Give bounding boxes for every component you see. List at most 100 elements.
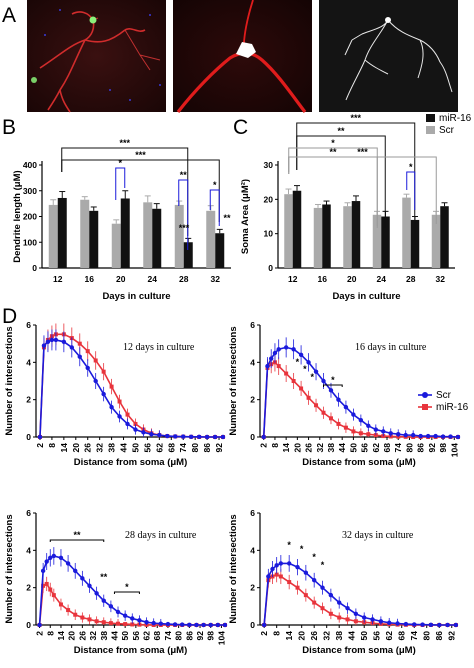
y-tick-label: 20 <box>264 194 274 204</box>
x-axis-title: Distance from soma (μM) <box>74 645 188 656</box>
data-point <box>286 561 292 566</box>
x-tick-label: 20 <box>347 274 357 284</box>
legend-marker <box>422 404 428 410</box>
x-tick-label: 74 <box>409 631 419 641</box>
data-point <box>313 369 319 374</box>
data-point <box>37 434 43 440</box>
y-tick-label: 0 <box>250 432 255 442</box>
significance-label: * <box>287 540 291 550</box>
data-point <box>44 581 49 586</box>
panel-label-b: B <box>2 116 16 139</box>
x-tick-label: 14 <box>56 631 66 641</box>
x-tick-label: 38 <box>99 631 109 641</box>
y-tick-label: 200 <box>23 212 37 222</box>
x-tick-label: 32 <box>95 443 105 453</box>
data-point <box>101 598 106 603</box>
significance-label: ** <box>100 572 108 582</box>
data-point <box>272 350 278 356</box>
data-point <box>180 622 185 627</box>
bar-scr <box>111 223 121 268</box>
x-tick-label: 32 <box>436 274 446 284</box>
chart-dendrite-length: 0 100 200 300 400 12 16 20 24 28 32 Days in culture… <box>12 138 231 302</box>
bar-scr <box>143 202 153 268</box>
x-tick-label: 62 <box>142 631 152 641</box>
data-point <box>215 622 221 628</box>
legend-swatch <box>426 114 435 122</box>
data-point <box>101 620 106 625</box>
x-tick-label: 38 <box>107 443 117 453</box>
x-tick-label: 20 <box>292 443 302 453</box>
data-point <box>428 622 434 628</box>
y-tick-label: 4 <box>250 545 255 555</box>
x-tick-label: 8 <box>272 631 282 636</box>
y-axis-title: Soma Area (μM²) <box>240 179 251 254</box>
significance-bracket <box>209 189 220 226</box>
x-axis-title: Distance from soma (μM) <box>74 457 188 468</box>
data-point <box>51 593 56 598</box>
x-tick-label: 20 <box>71 443 81 453</box>
x-tick-label: 92 <box>447 631 457 641</box>
data-point <box>378 619 384 624</box>
data-point <box>94 619 99 624</box>
data-point <box>77 341 82 346</box>
data-point <box>265 363 270 369</box>
x-axis-title: Days in culture <box>332 291 400 302</box>
x-tick-label: 74 <box>178 443 188 453</box>
data-point <box>388 431 393 436</box>
x-tick-label: 92 <box>214 443 224 453</box>
x-tick-label: 80 <box>404 443 414 453</box>
data-point <box>418 433 423 439</box>
data-point <box>208 622 213 628</box>
data-point <box>204 434 210 440</box>
data-point <box>222 622 228 628</box>
x-tick-label: 26 <box>83 443 93 453</box>
data-point <box>320 606 325 611</box>
data-point <box>101 391 106 397</box>
x-tick-label: 80 <box>190 443 200 453</box>
data-point <box>299 386 304 391</box>
data-point <box>448 434 453 439</box>
significance-label: * <box>213 180 217 190</box>
data-point <box>425 433 431 439</box>
x-tick-label: 50 <box>130 443 140 453</box>
y-tick-label: 2 <box>250 583 255 593</box>
data-point <box>157 432 162 438</box>
data-point <box>41 583 46 588</box>
data-point <box>45 339 51 344</box>
bar-mir-16 <box>152 208 162 268</box>
y-tick-label: 6 <box>26 320 31 330</box>
data-point <box>437 622 442 628</box>
y-tick-label: 2 <box>26 583 31 593</box>
data-point <box>80 576 85 581</box>
data-point <box>284 371 289 376</box>
x-tick-label: 24 <box>377 274 387 284</box>
data-point <box>321 378 326 384</box>
bar-mir-16 <box>183 242 193 268</box>
significance-bracket <box>115 167 126 200</box>
data-point <box>109 384 114 389</box>
data-point <box>109 404 114 410</box>
data-point <box>328 592 334 598</box>
data-point <box>125 412 130 417</box>
bar-mir-16 <box>440 206 449 268</box>
bar-scr <box>343 206 352 268</box>
data-point <box>353 611 359 616</box>
data-point <box>306 395 311 400</box>
data-point <box>37 622 42 628</box>
significance-bracket <box>288 147 378 226</box>
data-point <box>320 585 325 590</box>
chart-title: 32 days in culture <box>342 530 414 541</box>
y-axis-title: Number of intersections <box>4 326 15 435</box>
x-tick-label: 56 <box>131 631 141 641</box>
x-tick-label: 56 <box>142 443 152 453</box>
data-point <box>274 563 279 568</box>
significance-label: ** <box>329 147 337 157</box>
y-tick-label: 0 <box>26 432 31 442</box>
x-axis-title: Days in culture <box>102 291 170 302</box>
y-tick-label: 4 <box>26 545 31 555</box>
panel-label-d: D <box>2 305 17 328</box>
micrograph-dendrite-tracing <box>319 0 458 112</box>
data-point <box>165 433 170 439</box>
data-point <box>173 434 178 439</box>
